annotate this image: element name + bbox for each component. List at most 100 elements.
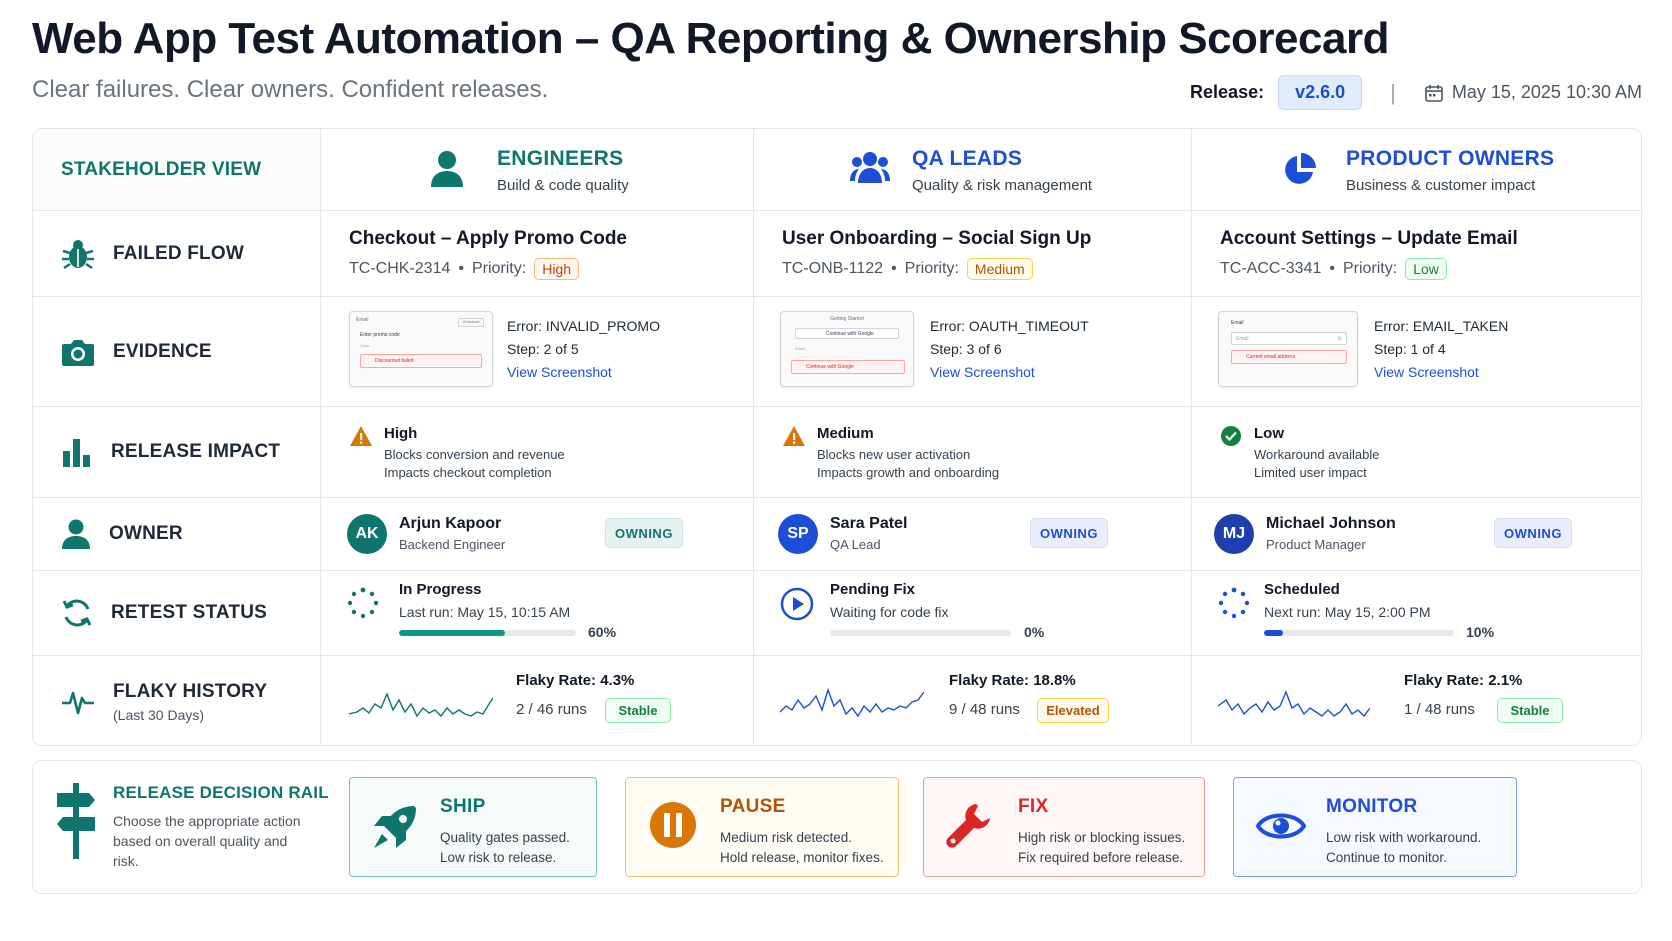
flaky-history-cell: Flaky Rate: 2.1% 1 / 48 runs Stable xyxy=(1192,656,1641,745)
retest-status-cell: Scheduled Next run: May 15, 2:00 PM 10% xyxy=(1192,571,1641,656)
failed-flow-cell[interactable]: Account Settings – Update Email TC-ACC-3… xyxy=(1192,211,1641,297)
card-detail: Low risk with workaround. xyxy=(1326,830,1482,845)
thumb-text: Continue with Google xyxy=(826,331,874,337)
test-case-id: TC-ONB-1122 xyxy=(782,259,884,277)
owner-cell: AK Arjun Kapoor Backend Engineer OWNING xyxy=(321,498,754,571)
thumb-error-text: Continue with Google xyxy=(806,364,854,370)
eye-icon xyxy=(1256,813,1306,839)
fix-decision-card[interactable]: FIX High risk or blocking issues. Fix req… xyxy=(923,777,1205,877)
stability-badge: Stable xyxy=(1497,698,1563,723)
camera-icon xyxy=(62,339,94,366)
person-icon xyxy=(431,151,463,187)
error-step: Step: 3 of 6 xyxy=(930,341,1002,357)
pause-decision-card[interactable]: PAUSE Medium risk detected. Hold release,… xyxy=(625,777,899,877)
owning-badge[interactable]: OWNING xyxy=(605,518,683,548)
view-screenshot-link[interactable]: View Screenshot xyxy=(930,364,1035,380)
impact-detail: Blocks new user activation xyxy=(817,447,971,462)
card-detail: Medium risk detected. xyxy=(720,830,853,845)
thumb-text: Checkout xyxy=(458,318,484,327)
retest-status: Scheduled xyxy=(1264,581,1340,598)
page-subtitle: Clear failures. Clear owners. Confident … xyxy=(32,76,549,103)
owner-role: QA Lead xyxy=(830,537,881,552)
thumb-text: Getting Started xyxy=(830,316,864,322)
release-impact-cell: Low Workaround available Limited user impa… xyxy=(1192,407,1641,498)
thumb-text: Email xyxy=(356,317,369,323)
owning-badge[interactable]: OWNING xyxy=(1030,518,1108,548)
flow-title: Account Settings – Update Email xyxy=(1220,227,1518,249)
flaky-runs: 2 / 46 runs xyxy=(516,701,587,718)
impact-level: Low xyxy=(1254,425,1284,442)
retest-status-cell: Pending Fix Waiting for code fix 0% xyxy=(754,571,1192,656)
card-detail: High risk or blocking issues. xyxy=(1018,830,1186,845)
bullet: • xyxy=(1329,259,1335,277)
avatar: AK xyxy=(347,514,387,554)
spinner-icon xyxy=(347,587,379,619)
impact-detail: Impacts growth and onboarding xyxy=(817,465,1000,480)
failed-flow-cell[interactable]: Checkout – Apply Promo Code TC-CHK-2314 •… xyxy=(321,211,754,297)
owner-cell: SP Sara Patel QA Lead OWNING xyxy=(754,498,1192,571)
avatar: MJ xyxy=(1214,514,1254,554)
stakeholder-engineers: ENGINEERS Build & code quality xyxy=(321,129,754,211)
scorecard-table: STAKEHOLDER VIEW ENGINEERS Build & code q… xyxy=(32,128,1642,746)
view-screenshot-link[interactable]: View Screenshot xyxy=(1374,364,1479,380)
stakeholder-name: ENGINEERS xyxy=(497,147,624,170)
priority-label: Priority: xyxy=(904,259,959,277)
flaky-rate: Flaky Rate: 4.3% xyxy=(516,672,635,689)
release-impact-cell: High Blocks conversion and revenue Impacts… xyxy=(321,407,754,498)
failed-flow-cell[interactable]: User Onboarding – Social Sign Up TC-ONB-… xyxy=(754,211,1192,297)
card-title: SHIP xyxy=(440,796,486,817)
row-label: RELEASE IMPACT xyxy=(111,441,281,462)
thumb-error-text: Discounted failed xyxy=(375,358,414,364)
bar-chart-icon xyxy=(63,439,90,467)
datetime-text: May 15, 2025 10:30 AM xyxy=(1451,82,1642,102)
release-version-badge[interactable]: v2.6.0 xyxy=(1278,75,1363,110)
test-case-id: TC-CHK-2314 xyxy=(349,259,451,277)
play-circle-icon xyxy=(780,587,814,621)
retest-run: Next run: May 15, 2:00 PM xyxy=(1264,604,1431,620)
thumb-error-text: Current email address xyxy=(1246,354,1296,360)
sparkline xyxy=(349,692,493,718)
stakeholder-name: PRODUCT OWNERS xyxy=(1346,147,1555,170)
thumb-text: Email xyxy=(1231,320,1244,326)
retest-status: Pending Fix xyxy=(830,581,916,598)
pulse-icon xyxy=(62,691,94,714)
evidence-cell: Email Email × Current email address Error… xyxy=(1192,297,1641,407)
screenshot-thumbnail[interactable]: Email Email × Current email address xyxy=(1218,311,1358,387)
error-code: Error: EMAIL_TAKEN xyxy=(1374,318,1509,334)
flow-title: Checkout – Apply Promo Code xyxy=(349,227,627,249)
error-code: Error: INVALID_PROMO xyxy=(507,318,660,334)
stability-badge: Stable xyxy=(605,698,671,723)
progress-bar xyxy=(830,630,1011,636)
monitor-decision-card[interactable]: MONITOR Low risk with workaround. Continu… xyxy=(1233,777,1517,877)
release-meta: Release: v2.6.0 | May 15, 2025 10:30 AM xyxy=(1190,75,1642,110)
screenshot-thumbnail[interactable]: Getting Started Continue with Google Ema… xyxy=(780,311,914,387)
rail-description: Choose the appropriate action based on o… xyxy=(113,813,301,869)
release-label: Release: xyxy=(1190,82,1265,102)
flaky-history-cell: Flaky Rate: 18.8% 9 / 48 runs Elevated xyxy=(754,656,1192,745)
row-label: RETEST STATUS xyxy=(111,602,268,623)
impact-detail: Limited user impact xyxy=(1254,465,1367,480)
rocket-icon xyxy=(374,806,416,848)
retest-status: In Progress xyxy=(399,581,482,598)
check-circle-icon xyxy=(1221,426,1241,446)
ship-decision-card[interactable]: SHIP Quality gates passed. Low risk to re… xyxy=(349,777,597,877)
thumb-email-field: Email × xyxy=(1231,332,1347,345)
priority-badge: Low xyxy=(1405,257,1447,280)
meta-separator: | xyxy=(1390,79,1396,105)
row-label: EVIDENCE xyxy=(113,340,212,362)
retest-status-cell: In Progress Last run: May 15, 10:15 AM 60… xyxy=(321,571,754,656)
calendar-icon xyxy=(1425,84,1443,102)
warning-icon xyxy=(350,426,372,446)
thumb-text: Enter promo code xyxy=(360,332,400,338)
view-screenshot-link[interactable]: View Screenshot xyxy=(507,364,612,380)
card-detail: Fix required before release. xyxy=(1018,850,1184,865)
stakeholder-view-cell: STAKEHOLDER VIEW xyxy=(33,129,321,211)
progress-bar xyxy=(399,630,576,636)
screenshot-thumbnail[interactable]: Email Checkout Enter promo code Code Dis… xyxy=(349,311,493,387)
owning-badge[interactable]: OWNING xyxy=(1494,518,1572,548)
release-impact-cell: Medium Blocks new user activation Impacts … xyxy=(754,407,1192,498)
card-title: FIX xyxy=(1018,796,1049,817)
priority-label: Priority: xyxy=(471,259,527,277)
bug-icon xyxy=(62,239,94,269)
priority-label: Priority: xyxy=(1342,259,1398,277)
